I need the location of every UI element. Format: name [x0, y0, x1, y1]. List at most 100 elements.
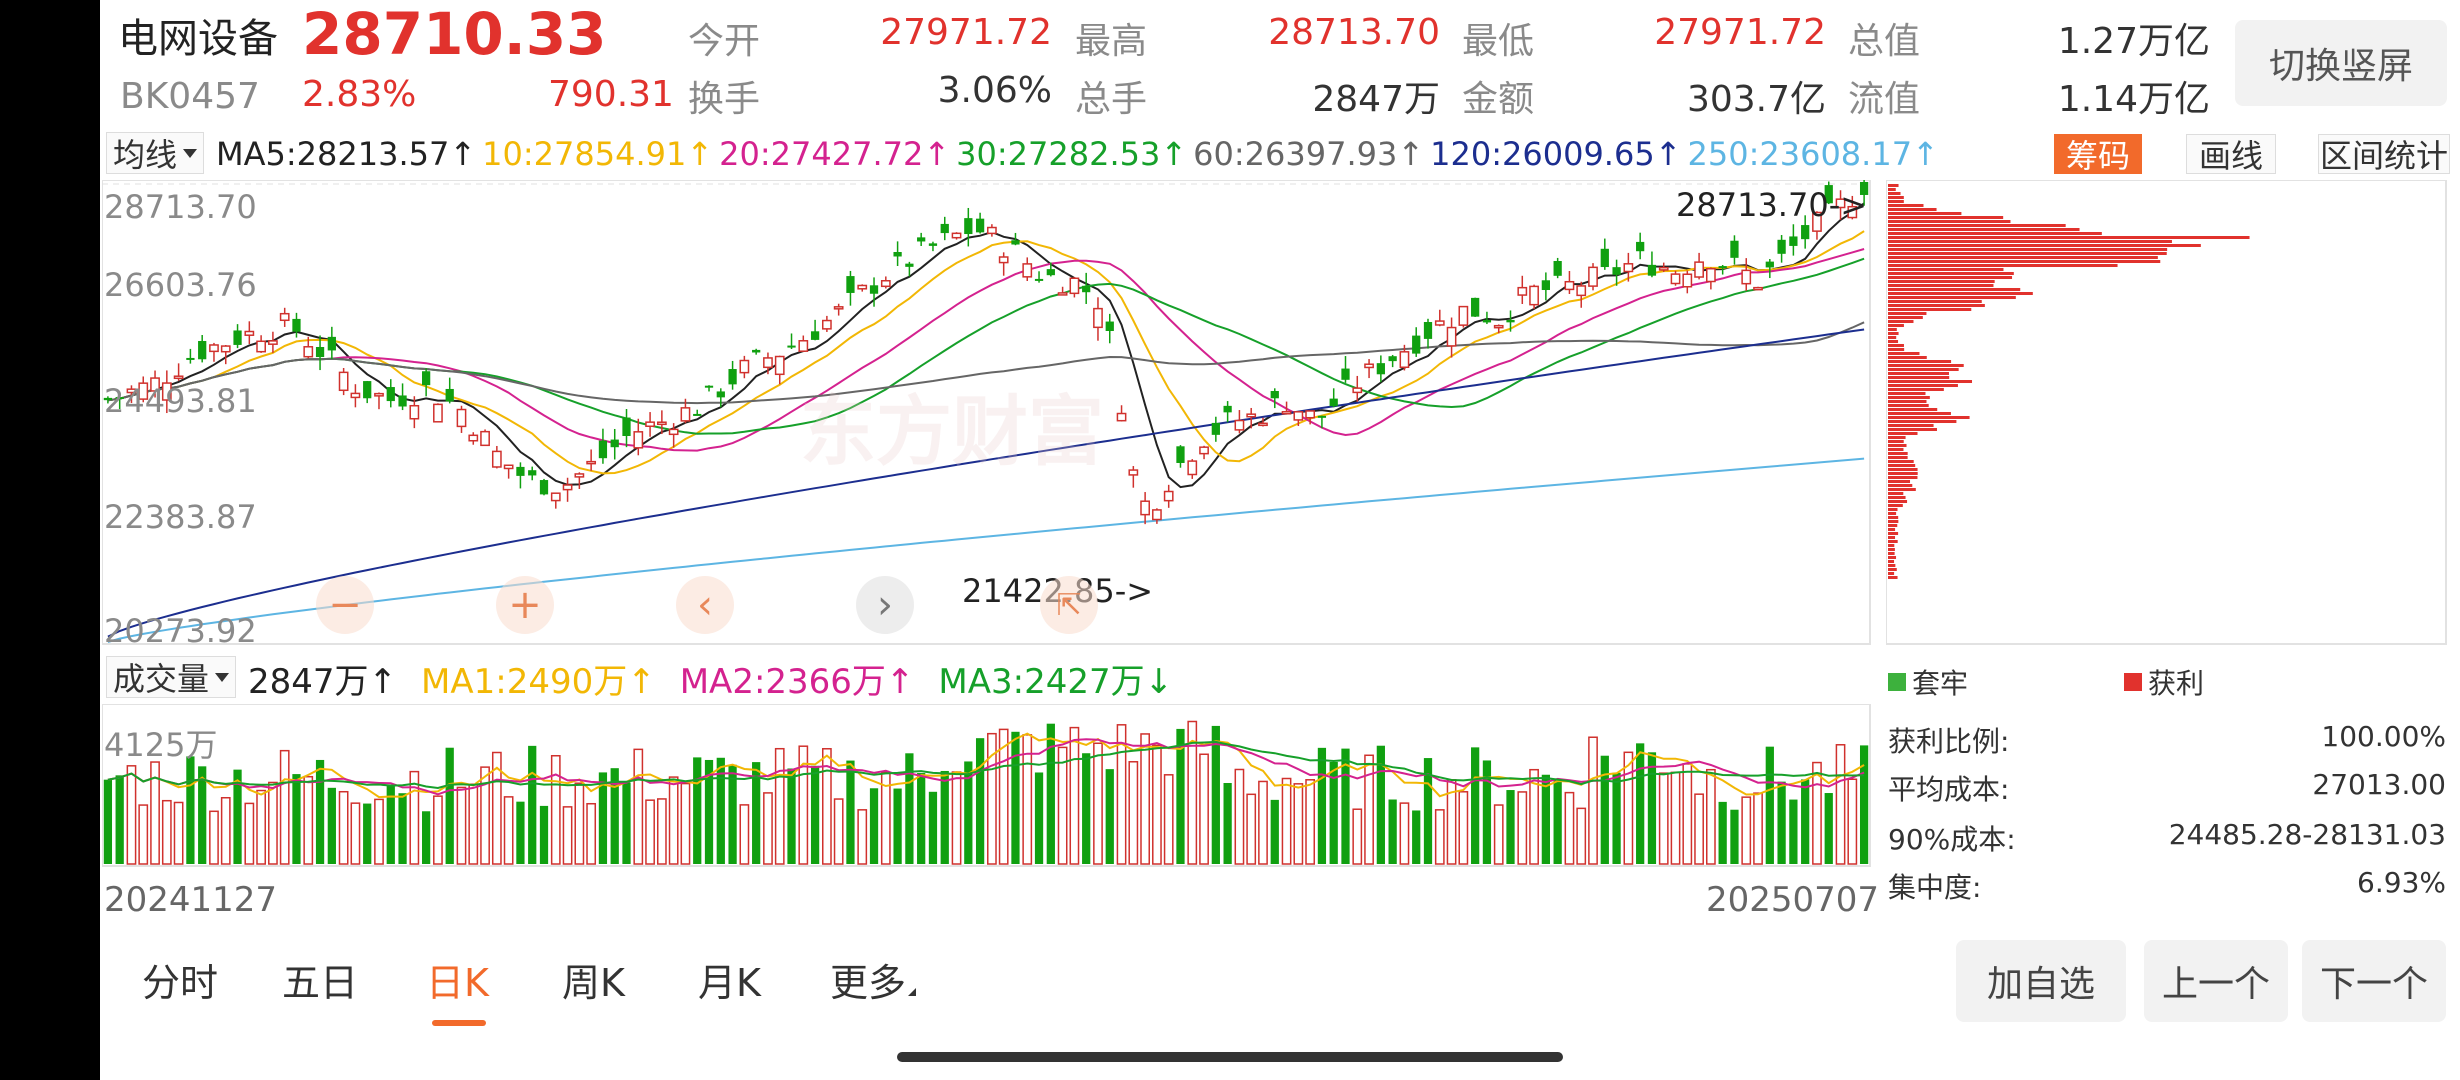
ma10-line — [107, 230, 1865, 475]
tab-five-day[interactable]: 五日 — [282, 961, 359, 1005]
avg-cost-value: 27013.00 — [2312, 768, 2446, 801]
tab-daily-k[interactable]: 日K — [426, 961, 489, 1005]
scroll-right-button[interactable]: › — [856, 576, 914, 634]
candle-body — [445, 388, 454, 402]
volume-bar — [728, 764, 737, 864]
volume-bar — [905, 753, 914, 864]
volume-bar — [1471, 747, 1480, 864]
chip-bar — [1888, 316, 1923, 319]
reset-button[interactable]: ⇱ — [1040, 576, 1098, 634]
volume-bar — [1493, 804, 1504, 865]
ma30-value: 30:27282.53↑ — [956, 135, 1188, 173]
chip-bar — [1888, 508, 1898, 511]
chip-bar — [1888, 192, 1901, 195]
home-indicator[interactable] — [897, 1052, 1563, 1062]
volume-bar — [1564, 791, 1575, 865]
candle-body — [1069, 277, 1080, 295]
volume-bar — [633, 748, 644, 865]
candle-body — [138, 382, 149, 400]
chip-bar — [1888, 552, 1895, 555]
candle-body — [1399, 351, 1410, 369]
candle-body — [645, 421, 655, 427]
volume-bar — [668, 776, 679, 865]
volume-bar — [951, 771, 962, 865]
candle-body — [893, 251, 902, 257]
chip-bar — [1888, 392, 1926, 395]
previous-button[interactable]: 上一个 — [2144, 940, 2288, 1022]
range-stats-button[interactable]: 区间统计 — [2318, 134, 2450, 175]
candle-body — [1718, 266, 1727, 269]
chip-bar — [1888, 208, 1937, 211]
tab-more[interactable]: 更多 — [830, 952, 917, 1007]
avg-cost-label: 平均成本: — [1888, 773, 2010, 806]
chip-bar — [1888, 284, 1994, 287]
candle-body — [586, 460, 597, 465]
volume-bar — [126, 765, 137, 865]
add-watchlist-button[interactable]: 加自选 — [1956, 940, 2126, 1022]
candle-body — [846, 276, 855, 293]
next-button[interactable]: 下一个 — [2302, 940, 2446, 1022]
chip-bar — [1888, 380, 1973, 383]
draw-line-button[interactable]: 画线 — [2186, 134, 2276, 175]
candle-body — [268, 340, 278, 345]
chip-bar — [1888, 456, 1908, 459]
chip-bar — [1888, 212, 1962, 215]
chip-bar — [1888, 516, 1899, 519]
volume-bar — [1258, 780, 1268, 865]
chip-bar — [1888, 432, 1918, 435]
candle-body — [244, 330, 255, 336]
chips-button[interactable]: 筹码 — [2054, 134, 2142, 175]
zoom-out-button[interactable]: − — [316, 576, 374, 634]
candle-body — [1564, 280, 1575, 291]
watermark-text: 东方财富 — [800, 387, 1104, 476]
tab-intraday[interactable]: 分时 — [142, 961, 219, 1005]
chip-bar — [1888, 236, 2250, 239]
candle-body — [1352, 387, 1363, 394]
candle-body — [739, 359, 750, 374]
candle-body — [422, 371, 431, 386]
volume-bar — [774, 747, 785, 865]
kline-chart[interactable] — [102, 180, 1872, 646]
volume-bar — [810, 765, 820, 864]
volume-bar — [656, 798, 667, 865]
candle-body — [752, 349, 761, 353]
volume-bar — [433, 795, 443, 865]
volume-bar — [975, 738, 985, 864]
volume-bar — [1388, 799, 1397, 864]
tab-weekly-k[interactable]: 周K — [562, 961, 625, 1005]
chip-bar — [1888, 364, 1964, 367]
cost-90-label: 90%成本: — [1888, 823, 2016, 856]
chip-bar — [1888, 264, 2118, 267]
candle-body — [386, 387, 395, 402]
candle-body — [633, 431, 644, 449]
volume-indicator-select[interactable]: 成交量 — [106, 656, 237, 698]
candle-body — [1434, 320, 1445, 326]
volume-bar — [704, 759, 714, 864]
volume-bar — [1223, 783, 1232, 864]
stat-label-high: 最高 — [1075, 21, 1148, 62]
candle-body — [1636, 241, 1645, 252]
plus-icon: + — [508, 582, 542, 628]
volume-bar — [1211, 725, 1220, 864]
volume-bar — [256, 789, 266, 865]
chip-bar — [1888, 244, 2201, 247]
volume-bar — [198, 766, 207, 864]
ma-type-select[interactable]: 均线 — [106, 132, 205, 174]
volume-bar — [1128, 761, 1139, 865]
volume-axis-top: 4125万 — [104, 726, 218, 764]
zoom-in-button[interactable]: + — [496, 576, 554, 634]
candle-body — [1682, 273, 1693, 288]
switch-portrait-button[interactable]: 切换竖屏 — [2235, 20, 2447, 106]
price-tick-top: 28713.70 — [104, 188, 257, 226]
volume-bar — [1718, 801, 1727, 864]
chip-bar — [1888, 252, 2167, 255]
scroll-left-button[interactable]: ‹ — [676, 576, 734, 634]
volume-bar — [1412, 810, 1421, 864]
chip-bar — [1888, 336, 1897, 339]
high-annotation: 28713.70-> — [1676, 186, 1868, 224]
candle-body — [656, 421, 667, 426]
volume-bar — [1140, 733, 1150, 865]
tab-monthly-k[interactable]: 月K — [698, 961, 761, 1005]
candle-body — [1612, 267, 1621, 275]
candle-body — [409, 404, 420, 420]
